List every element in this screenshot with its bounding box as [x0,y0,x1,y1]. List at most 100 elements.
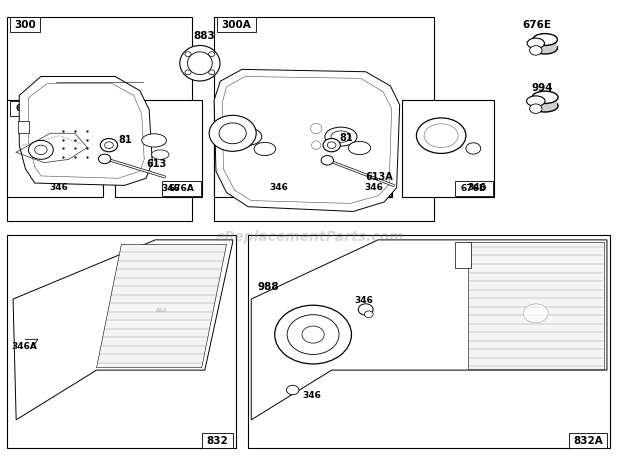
Text: 613A: 613A [366,172,394,182]
Polygon shape [19,76,153,185]
Polygon shape [455,242,471,268]
Text: 346: 346 [467,183,487,192]
Bar [10,101,40,116]
Circle shape [99,154,111,163]
Circle shape [466,143,480,154]
Ellipse shape [187,52,212,75]
Text: 676A: 676A [169,184,194,193]
Circle shape [323,139,340,152]
Text: 346: 346 [355,296,373,305]
Text: 300A: 300A [221,20,251,30]
Text: 832A: 832A [573,436,603,446]
Bar [162,181,200,196]
Circle shape [209,52,215,57]
Bar [7,100,103,197]
Bar [202,433,232,448]
Ellipse shape [523,304,548,323]
Bar [533,97,557,106]
Ellipse shape [254,142,276,156]
Ellipse shape [331,131,351,142]
Text: 346: 346 [270,183,289,192]
Polygon shape [251,240,607,420]
Circle shape [529,46,542,55]
Circle shape [105,142,113,149]
Circle shape [219,123,246,144]
Text: 883: 883 [193,30,216,40]
Bar [569,433,607,448]
Text: B&S: B&S [530,304,541,309]
Circle shape [209,115,256,152]
Circle shape [358,304,373,315]
Text: 346A: 346A [12,342,38,351]
Ellipse shape [237,132,255,142]
Text: 613: 613 [146,160,166,170]
Ellipse shape [532,100,558,112]
Ellipse shape [142,134,167,147]
Polygon shape [467,242,604,369]
Circle shape [185,52,191,57]
Ellipse shape [532,91,558,104]
Circle shape [35,145,47,155]
Ellipse shape [180,46,220,81]
Text: 988: 988 [257,282,279,292]
Bar [7,17,192,221]
Ellipse shape [533,42,557,54]
Ellipse shape [152,150,169,159]
Bar [7,235,236,448]
Circle shape [287,315,339,354]
Ellipse shape [348,142,371,155]
Bar [402,100,494,197]
Bar [214,17,434,221]
Ellipse shape [527,38,544,48]
Text: 346: 346 [303,390,321,399]
Ellipse shape [533,34,557,46]
Bar [454,181,493,196]
Text: 346: 346 [365,183,383,192]
Circle shape [185,70,191,75]
Bar [10,17,40,32]
Text: 676B: 676B [264,184,290,193]
Bar [258,181,296,196]
Bar [353,181,391,196]
Ellipse shape [311,141,321,150]
Bar [248,235,610,448]
Text: 81: 81 [339,133,353,143]
Text: 676: 676 [16,104,35,113]
Circle shape [365,311,373,318]
Ellipse shape [231,128,262,146]
Text: 676E: 676E [522,20,551,30]
Text: 346: 346 [49,183,68,192]
Circle shape [321,156,334,165]
Text: B&S: B&S [156,308,167,314]
Text: eReplacementParts.com: eReplacementParts.com [216,230,404,245]
Ellipse shape [311,124,322,134]
Circle shape [286,385,299,395]
Text: 676C: 676C [359,184,384,193]
Ellipse shape [526,96,545,106]
Circle shape [275,305,352,364]
Text: 994: 994 [531,83,553,93]
Bar [18,122,29,133]
Text: 346: 346 [162,184,180,193]
Bar [533,39,557,48]
Circle shape [209,70,215,75]
Circle shape [529,104,542,114]
Bar [309,100,392,197]
Polygon shape [97,245,226,368]
Bar [115,100,202,197]
Bar [217,17,255,32]
Circle shape [100,139,118,152]
Polygon shape [214,69,400,211]
Circle shape [29,141,53,159]
Polygon shape [13,240,232,420]
Ellipse shape [325,127,357,146]
Ellipse shape [417,118,466,153]
Bar [214,100,298,197]
Text: 81: 81 [118,135,132,145]
Circle shape [302,326,324,343]
Circle shape [327,142,336,149]
Text: 676D: 676D [461,184,487,193]
Ellipse shape [424,124,458,148]
Text: 832: 832 [206,436,228,446]
Text: 300: 300 [14,20,36,30]
